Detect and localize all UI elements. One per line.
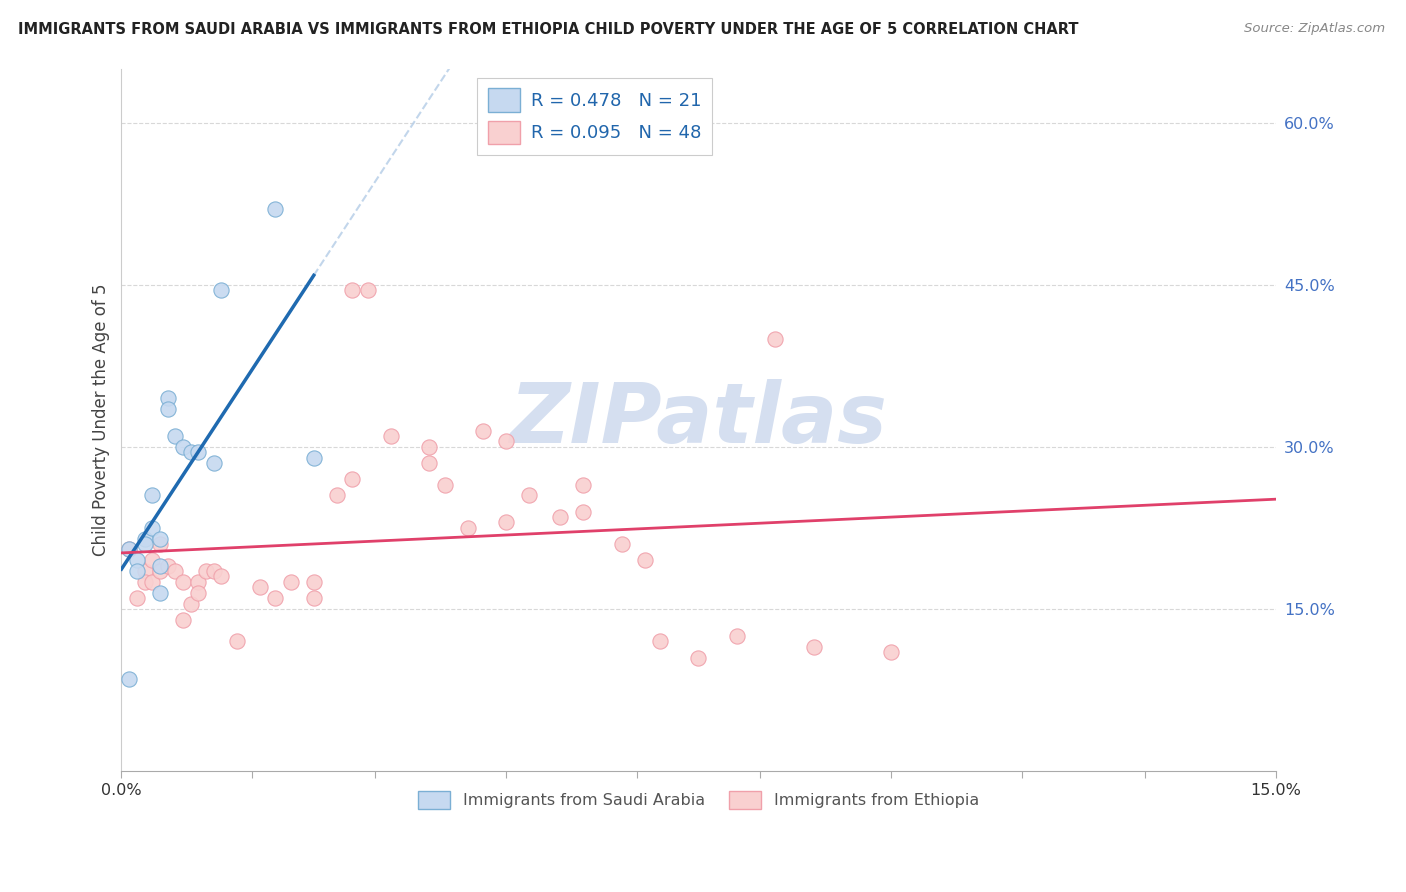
Point bbox=[211, 283, 233, 297]
Point bbox=[380, 429, 402, 443]
Point bbox=[280, 574, 302, 589]
Point bbox=[141, 488, 163, 502]
Point bbox=[125, 564, 148, 578]
Point bbox=[125, 591, 148, 606]
Point bbox=[118, 542, 141, 557]
Point bbox=[149, 532, 172, 546]
Point bbox=[172, 613, 194, 627]
Point bbox=[172, 440, 194, 454]
Text: ZIPatlas: ZIPatlas bbox=[509, 379, 887, 460]
Text: IMMIGRANTS FROM SAUDI ARABIA VS IMMIGRANTS FROM ETHIOPIA CHILD POVERTY UNDER THE: IMMIGRANTS FROM SAUDI ARABIA VS IMMIGRAN… bbox=[18, 22, 1078, 37]
Point bbox=[765, 332, 787, 346]
Point bbox=[141, 574, 163, 589]
Point bbox=[302, 591, 325, 606]
Point bbox=[495, 516, 517, 530]
Point bbox=[134, 532, 156, 546]
Point bbox=[118, 672, 141, 686]
Point bbox=[118, 542, 141, 557]
Point bbox=[880, 645, 903, 659]
Point bbox=[156, 558, 179, 573]
Point bbox=[149, 585, 172, 599]
Point bbox=[326, 488, 349, 502]
Point bbox=[172, 574, 194, 589]
Point bbox=[610, 537, 633, 551]
Point bbox=[342, 472, 364, 486]
Point bbox=[548, 510, 571, 524]
Point bbox=[156, 391, 179, 405]
Point bbox=[187, 585, 209, 599]
Point bbox=[418, 456, 440, 470]
Point bbox=[433, 477, 456, 491]
Point bbox=[187, 445, 209, 459]
Point bbox=[457, 521, 479, 535]
Point bbox=[725, 629, 748, 643]
Point bbox=[156, 401, 179, 416]
Point bbox=[134, 574, 156, 589]
Point bbox=[149, 558, 172, 573]
Point bbox=[134, 564, 156, 578]
Point bbox=[125, 553, 148, 567]
Y-axis label: Child Poverty Under the Age of 5: Child Poverty Under the Age of 5 bbox=[93, 284, 110, 556]
Text: Source: ZipAtlas.com: Source: ZipAtlas.com bbox=[1244, 22, 1385, 36]
Point bbox=[202, 564, 225, 578]
Point bbox=[264, 591, 287, 606]
Point bbox=[180, 597, 202, 611]
Point bbox=[688, 650, 710, 665]
Point bbox=[472, 424, 495, 438]
Point bbox=[264, 202, 287, 216]
Point bbox=[572, 505, 595, 519]
Point bbox=[249, 580, 271, 594]
Point bbox=[302, 450, 325, 465]
Point bbox=[803, 640, 825, 654]
Point bbox=[517, 488, 540, 502]
Legend: Immigrants from Saudi Arabia, Immigrants from Ethiopia: Immigrants from Saudi Arabia, Immigrants… bbox=[412, 784, 986, 816]
Point bbox=[418, 440, 440, 454]
Point bbox=[225, 634, 247, 648]
Point bbox=[633, 553, 655, 567]
Point bbox=[141, 553, 163, 567]
Point bbox=[342, 283, 364, 297]
Point bbox=[572, 477, 595, 491]
Point bbox=[211, 569, 233, 583]
Point bbox=[165, 564, 187, 578]
Point bbox=[648, 634, 671, 648]
Point bbox=[180, 445, 202, 459]
Point bbox=[202, 456, 225, 470]
Point bbox=[195, 564, 218, 578]
Point bbox=[141, 521, 163, 535]
Point bbox=[149, 564, 172, 578]
Point bbox=[149, 537, 172, 551]
Point bbox=[165, 429, 187, 443]
Point bbox=[495, 434, 517, 449]
Point bbox=[187, 574, 209, 589]
Point bbox=[134, 537, 156, 551]
Point bbox=[356, 283, 378, 297]
Point bbox=[302, 574, 325, 589]
